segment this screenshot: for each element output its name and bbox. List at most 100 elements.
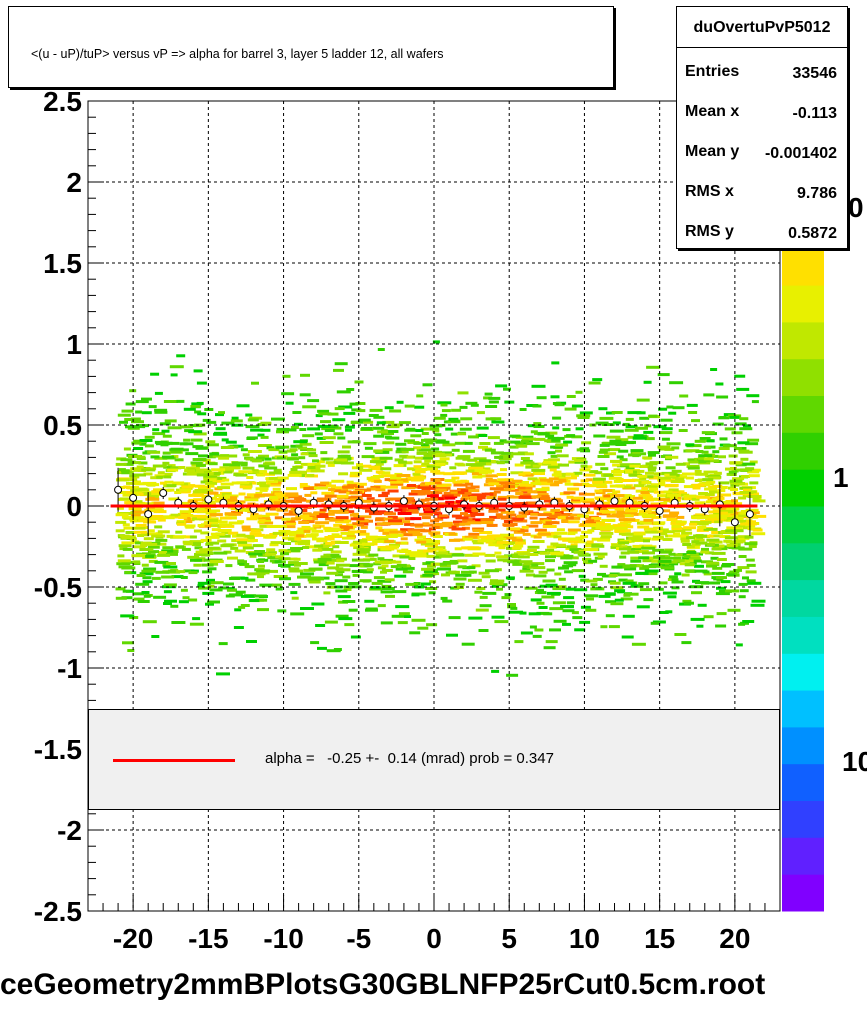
heatmap-cell	[618, 573, 632, 577]
heatmap-cell	[638, 582, 650, 586]
heatmap-cell	[358, 488, 371, 492]
z-axis-label: 1	[833, 462, 849, 493]
heatmap-cell	[247, 502, 256, 506]
heatmap-cell	[505, 576, 515, 580]
heatmap-cell	[195, 446, 208, 450]
heatmap-cell	[190, 405, 201, 408]
heatmap-cell	[685, 449, 700, 453]
heatmap-cell	[481, 521, 494, 524]
heatmap-cell	[717, 489, 726, 493]
heatmap-cell	[320, 451, 328, 455]
heatmap-cell	[455, 500, 466, 504]
heatmap-cell	[658, 481, 666, 485]
heatmap-cell	[644, 424, 652, 428]
heatmap-cell	[728, 454, 738, 458]
palette-color-band	[782, 542, 824, 581]
title-box: <(u - uP)/tuP> versus vP => alpha for ba…	[8, 6, 614, 88]
heatmap-cell	[571, 498, 581, 502]
heatmap-cell	[496, 461, 505, 465]
heatmap-cell	[447, 493, 461, 497]
heatmap-cell	[663, 514, 674, 518]
heatmap-cell	[115, 462, 127, 466]
heatmap-cell	[302, 517, 313, 520]
heatmap-cell	[116, 506, 124, 510]
heatmap-cell	[510, 606, 518, 610]
heatmap-cell	[380, 558, 393, 562]
heatmap-cell	[245, 578, 256, 582]
heatmap-cell	[446, 633, 458, 637]
heatmap-cell	[328, 426, 342, 430]
heatmap-cell	[348, 585, 362, 589]
heatmap-cell	[249, 532, 262, 536]
fit-legend: alpha = -0.25 +- 0.14 (mrad) prob = 0.34…	[88, 709, 780, 810]
heatmap-cell	[121, 560, 135, 564]
heatmap-cell	[487, 436, 500, 440]
heatmap-cell	[631, 532, 646, 536]
heatmap-cell	[451, 527, 466, 531]
heatmap-cell	[531, 384, 546, 388]
heatmap-cell	[290, 444, 300, 448]
heatmap-cell	[486, 496, 497, 499]
heatmap-cell	[632, 436, 647, 440]
heatmap-cell	[331, 486, 343, 490]
heatmap-cell	[709, 459, 719, 463]
heatmap-cell	[190, 461, 203, 465]
heatmap-cell	[246, 640, 257, 643]
heatmap-cell	[725, 529, 738, 533]
heatmap-cell	[704, 493, 715, 496]
heatmap-cell	[327, 412, 339, 416]
heatmap-cell	[496, 587, 503, 591]
heatmap-cell	[533, 566, 546, 570]
heatmap-cell	[267, 569, 278, 573]
heatmap-cell	[659, 611, 669, 614]
heatmap-cell	[331, 533, 340, 537]
heatmap-cell	[133, 447, 144, 450]
y-tick-label: -0.5	[34, 572, 82, 603]
heatmap-cell	[371, 581, 383, 585]
heatmap-cell	[518, 472, 526, 476]
heatmap-cell	[194, 489, 208, 492]
heatmap-cell	[335, 557, 347, 561]
heatmap-cell	[259, 583, 274, 587]
heatmap-cell	[278, 529, 291, 533]
heatmap-cell	[170, 373, 178, 377]
heatmap-cell	[599, 509, 610, 513]
heatmap-cell	[143, 572, 153, 576]
stats-value: 33546	[792, 65, 838, 82]
heatmap-cell	[660, 502, 668, 505]
heatmap-cell	[696, 528, 709, 532]
heatmap-cell	[467, 458, 478, 462]
heatmap-cell	[598, 450, 608, 454]
heatmap-cell	[144, 444, 154, 448]
heatmap-cell	[562, 622, 571, 626]
heatmap-cell	[684, 559, 694, 563]
palette-color-band	[782, 358, 824, 396]
heatmap-cell	[729, 481, 739, 485]
heatmap-cell	[142, 580, 153, 584]
heatmap-cell	[268, 477, 278, 480]
heatmap-cell	[509, 610, 523, 614]
heatmap-cell	[489, 539, 502, 543]
heatmap-cell	[274, 524, 287, 528]
heatmap-cell	[143, 594, 151, 598]
heatmap-cell	[641, 537, 651, 541]
heatmap-cell	[193, 432, 207, 436]
heatmap-cell	[194, 484, 206, 488]
heatmap-cell	[133, 510, 147, 514]
heatmap-cell	[384, 435, 392, 439]
heatmap-cell	[210, 581, 224, 585]
heatmap-cell	[203, 475, 218, 479]
heatmap-cell	[632, 496, 643, 500]
heatmap-cell	[172, 481, 185, 485]
stats-row-rms-y: RMS y 0.5872	[677, 213, 847, 253]
heatmap-cell	[697, 456, 705, 460]
heatmap-cell	[307, 576, 321, 580]
heatmap-cell	[237, 543, 252, 547]
heatmap-cell	[132, 518, 146, 522]
heatmap-cell	[621, 479, 636, 482]
heatmap-cell	[603, 494, 611, 498]
heatmap-cell	[620, 545, 628, 549]
heatmap-cell	[382, 531, 390, 535]
heatmap-cell	[419, 491, 431, 495]
y-tick-label: 0	[66, 491, 82, 522]
